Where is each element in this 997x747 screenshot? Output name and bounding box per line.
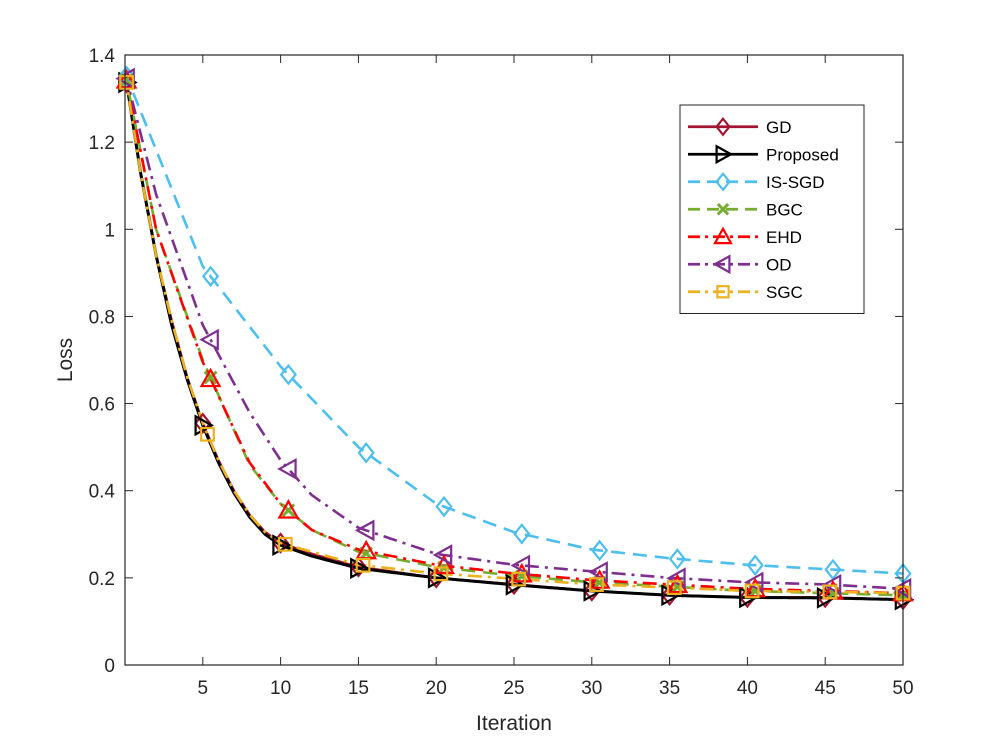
legend-label-is-sgd: IS-SGD — [766, 173, 825, 192]
marker-od — [821, 573, 842, 596]
legend-label-ehd: EHD — [766, 228, 802, 247]
series-line-sgc — [123, 72, 904, 595]
marker-is-sgd — [590, 539, 609, 562]
x-tick-label: 5 — [198, 678, 209, 699]
marker-gd — [271, 532, 290, 554]
marker-ehd — [277, 499, 300, 519]
marker-gd — [349, 556, 368, 578]
marker-sgc — [744, 583, 760, 599]
marker-is-sgd — [357, 442, 375, 464]
marker-is-sgd — [746, 554, 764, 576]
marker-sgc — [822, 584, 838, 600]
y-tick-label: 0.4 — [89, 482, 116, 503]
series-line-ehd — [123, 72, 904, 595]
marker-sgc — [589, 577, 604, 592]
legend-label-gd: GD — [766, 118, 792, 137]
legend-item-proposed: Proposed — [688, 144, 839, 165]
x-tick-label: 20 — [426, 678, 447, 699]
x-tick-label: 45 — [815, 678, 836, 699]
x-tick-label: 35 — [659, 678, 680, 699]
marker-is-sgd — [513, 523, 531, 545]
marker-sgc — [666, 580, 682, 596]
legend-marker-od — [712, 254, 731, 275]
legend-item-sgc: SGC — [688, 283, 803, 302]
y-tick-label: 0.6 — [89, 395, 115, 416]
x-tick-label: 50 — [892, 678, 913, 699]
marker-proposed — [661, 584, 681, 607]
legend-marker-sgc — [716, 285, 730, 299]
marker-proposed — [350, 557, 370, 580]
marker-ehd — [199, 367, 222, 388]
legend-marker-gd — [715, 116, 731, 137]
marker-od — [510, 554, 531, 577]
marker-ehd — [744, 577, 767, 598]
legend-label-od: OD — [766, 255, 792, 274]
marker-sgc — [511, 571, 527, 587]
marker-gd — [194, 412, 212, 434]
x-tick-label: 15 — [348, 678, 369, 699]
y-tick-label: 0.8 — [89, 307, 115, 328]
series-line-is-sgd — [123, 71, 904, 575]
legend-item-od: OD — [688, 254, 792, 275]
x-tick-label: 30 — [581, 678, 602, 699]
marker-proposed — [583, 580, 604, 602]
legend-item-bgc: BGC — [688, 200, 803, 219]
y-tick-label: 0.2 — [89, 569, 115, 590]
legend-marker-bgc-stroke — [716, 202, 730, 216]
legend-item-is-sgd: IS-SGD — [688, 171, 825, 192]
marker-sgc — [433, 566, 449, 582]
x-tick-label: 25 — [503, 678, 524, 699]
legend-marker-is-sgd — [715, 171, 731, 192]
y-tick-label: 1.2 — [89, 133, 115, 154]
legend-marker-ehd — [713, 226, 733, 245]
marker-sgc — [200, 426, 215, 442]
marker-sgc — [119, 75, 134, 90]
marker-is-sgd — [201, 265, 220, 288]
y-tick-label: 1.4 — [89, 46, 116, 67]
marker-bgc-stroke — [203, 370, 218, 385]
x-tick-label: 10 — [270, 678, 291, 699]
marker-is-sgd — [435, 495, 453, 518]
marker-od — [277, 458, 297, 480]
marker-is-sgd — [279, 363, 297, 386]
y-tick-label: 1 — [104, 220, 115, 241]
marker-sgc — [355, 557, 371, 573]
x-tick-label: 40 — [737, 678, 758, 699]
series-markers — [115, 65, 915, 611]
legend-marker-proposed — [715, 144, 734, 165]
marker-bgc — [203, 370, 218, 385]
marker-is-sgd — [117, 65, 136, 88]
marker-sgc — [277, 536, 293, 552]
marker-od — [199, 328, 219, 351]
legend-label-proposed: Proposed — [766, 145, 839, 164]
marker-is-sgd — [668, 548, 686, 570]
legend-box — [679, 104, 865, 314]
x-axis-ticks: 5 10 15 20 25 30 35 40 45 50 — [198, 55, 914, 699]
marker-ehd — [433, 554, 455, 574]
marker-od — [354, 519, 375, 542]
legend-label-sgc: SGC — [766, 283, 803, 302]
marker-od — [666, 567, 686, 590]
marker-od — [588, 561, 608, 583]
y-axis-label: Loss — [54, 338, 77, 382]
legend: GD Proposed IS-SGD BGC EHD OD SGC — [679, 104, 865, 314]
marker-ehd — [666, 573, 689, 594]
legend-label-bgc: BGC — [766, 200, 803, 219]
x-axis-label: Iteration — [476, 712, 552, 735]
legend-item-gd: GD — [688, 116, 792, 137]
legend-item-ehd: EHD — [688, 226, 802, 247]
marker-od — [743, 571, 764, 594]
marker-od — [432, 544, 453, 566]
y-tick-label: 0 — [104, 656, 115, 677]
marker-ehd — [115, 69, 138, 89]
y-axis-ticks: 0 0.2 0.4 0.6 0.8 1 1.2 1.4 — [89, 46, 903, 677]
legend-marker-bgc — [716, 202, 730, 216]
marker-proposed — [194, 414, 215, 437]
